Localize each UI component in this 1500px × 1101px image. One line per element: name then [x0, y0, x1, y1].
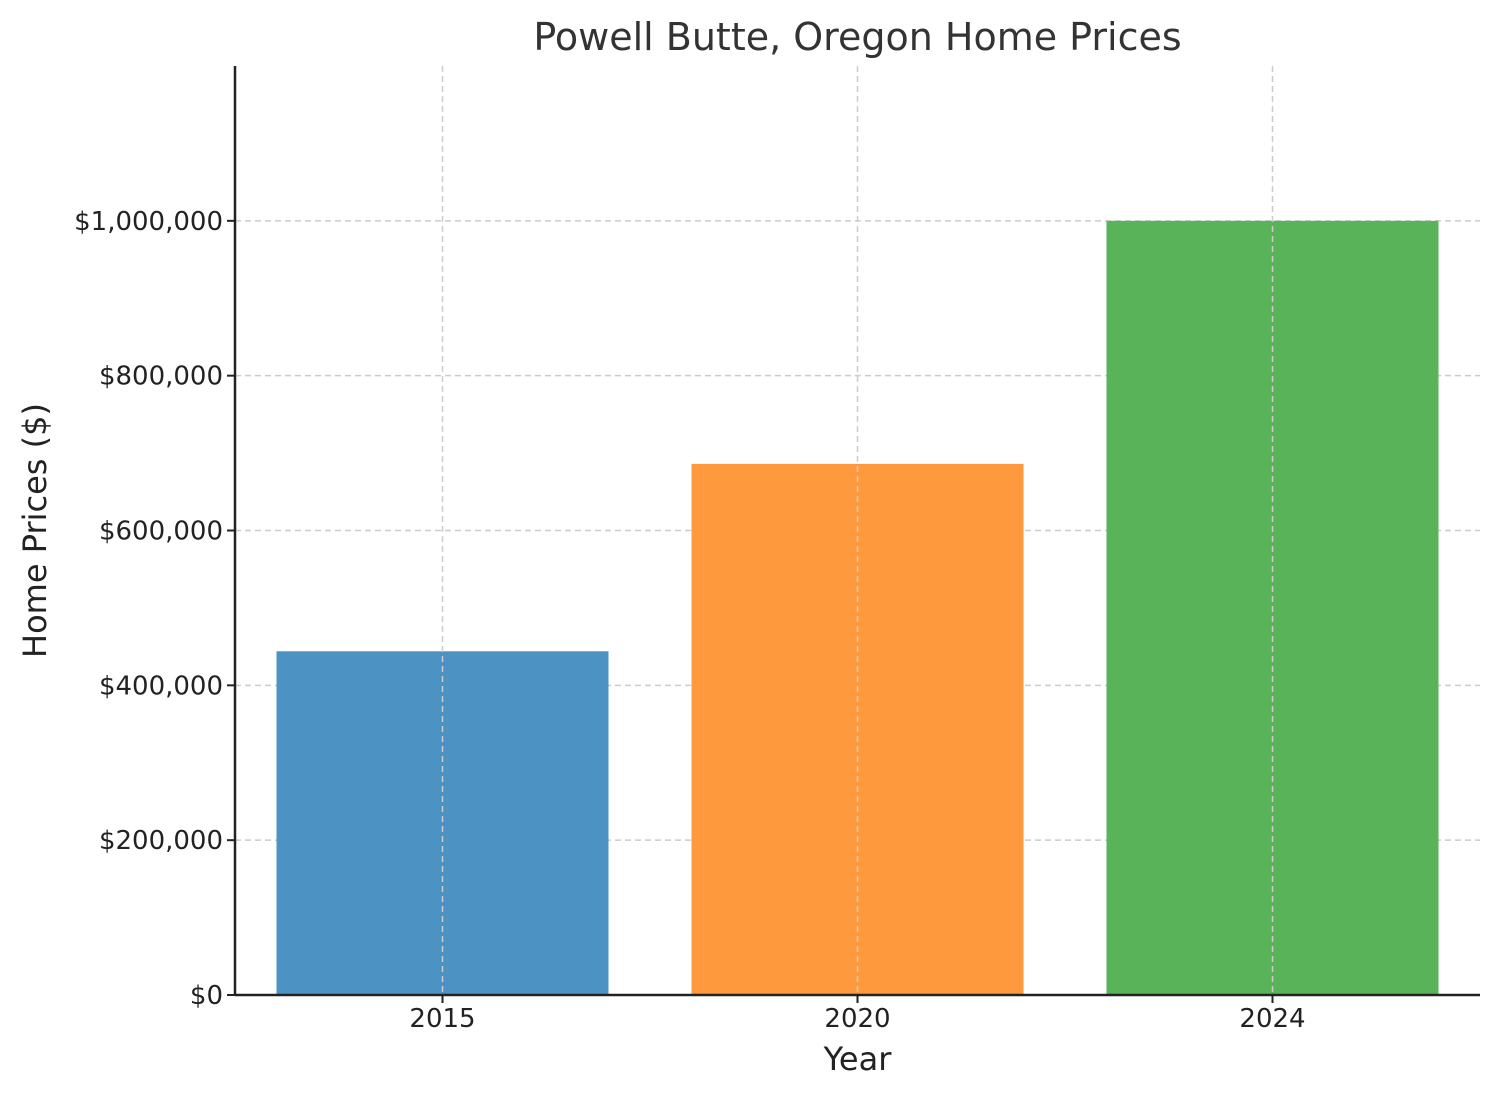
x-tick-labels: 2015 2020 2024 [409, 1004, 1305, 1034]
x-tick-label: 2024 [1239, 1004, 1305, 1034]
y-tick-label: $1,000,000 [74, 207, 223, 237]
y-tick-label: $400,000 [99, 671, 223, 701]
chart-title: Powell Butte, Oregon Home Prices [533, 15, 1181, 59]
y-tick-label: $800,000 [99, 362, 223, 392]
bar-2015 [276, 651, 609, 995]
y-tick-labels: $0 $200,000 $400,000 $600,000 $800,000 $1,000… [74, 207, 223, 1011]
bars [276, 66, 1439, 1003]
y-tick-label: $0 [190, 981, 223, 1011]
x-tick-label: 2015 [409, 1004, 475, 1034]
y-tick-label: $200,000 [99, 826, 223, 856]
x-axis-label: Year [823, 1040, 893, 1078]
x-tick-label: 2020 [824, 1004, 890, 1034]
y-tick-label: $600,000 [99, 517, 223, 547]
y-axis-label: Home Prices ($) [16, 403, 54, 658]
